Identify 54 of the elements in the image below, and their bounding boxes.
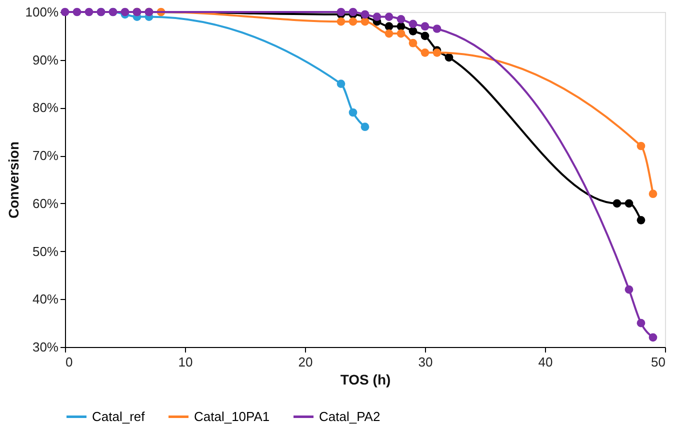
y-axis-title: Conversion [5,141,22,219]
point [648,190,658,198]
point [360,10,370,19]
point [348,8,358,16]
point [648,333,658,342]
x-tick-label: 40 [538,354,553,370]
point [360,17,370,26]
y-tick-label: 30% [32,340,59,354]
point [612,199,622,208]
point [408,20,418,28]
point [396,29,406,38]
y-tick-label: 100% [25,4,59,20]
point [360,122,370,132]
point [336,17,346,26]
point [372,12,382,21]
x-axis-title: TOS (h) [340,372,391,388]
point [432,48,442,57]
point [636,318,646,328]
y-tick-label: 80% [32,100,59,116]
point [84,8,94,16]
x-tick-label: 20 [298,354,313,370]
point [72,8,82,16]
point [384,12,394,21]
x-tick-label: 50 [651,354,666,370]
point [120,8,130,16]
x-tick-label: 10 [178,354,193,370]
y-tick-label: 70% [32,148,59,164]
legend-label: Catal_ref [92,408,146,424]
y-tick-label: 90% [32,52,59,68]
x-tick-label: 0 [66,354,73,370]
point [384,22,394,31]
point [384,29,394,38]
point [624,285,634,294]
point [636,216,646,224]
y-tick-label: 50% [32,244,59,259]
x-tick-label: 30 [418,354,433,370]
point [408,26,418,36]
point [420,48,430,57]
legend-label: Catal_PA2 [319,408,380,424]
point [420,22,430,31]
y-tick-label: 60% [32,196,59,211]
y-tick-label: 40% [32,292,59,307]
point [432,24,442,33]
point [408,38,418,48]
legend-label: Catal_10PA1 [194,408,270,424]
point [336,80,346,88]
point [348,17,358,26]
point [624,199,634,208]
point [420,32,430,40]
point [444,53,454,62]
point [336,8,346,16]
point [396,15,406,24]
point [636,142,646,150]
point [348,108,358,117]
